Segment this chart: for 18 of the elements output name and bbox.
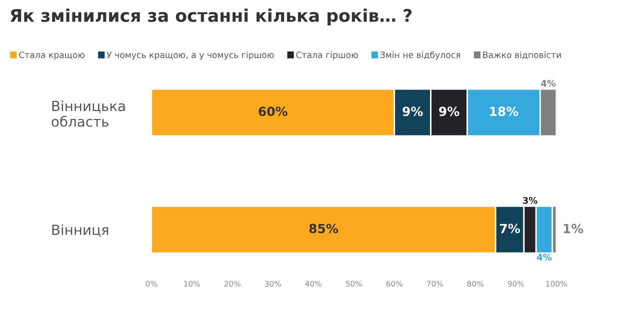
chart-title: Як змінилися за останні кілька років… ? — [10, 8, 412, 26]
legend-label: Змін не відбулося — [380, 51, 460, 60]
data-label: 1% — [564, 224, 584, 234]
data-label: 60% — [258, 106, 288, 116]
legend-label: Стала гіршою — [296, 51, 358, 60]
data-label: 9% — [439, 106, 460, 116]
data-label: 7% — [500, 224, 520, 234]
data-label: 85% — [309, 224, 338, 234]
data-label: 9% — [402, 106, 423, 116]
y-tick-label: Вінницька область — [52, 100, 125, 127]
y-tick-label: Вінниця — [52, 224, 108, 237]
data-label: 4% — [540, 80, 556, 87]
data-label: 3% — [522, 197, 538, 204]
data-label: 18% — [490, 106, 518, 116]
legend-label: Стала кращою — [19, 52, 85, 60]
legend-label: Важко відповісти — [483, 51, 561, 60]
legend-label: У чомусь кращою, а у чомусь гіршою — [106, 51, 274, 60]
data-label: 4% — [536, 254, 552, 261]
